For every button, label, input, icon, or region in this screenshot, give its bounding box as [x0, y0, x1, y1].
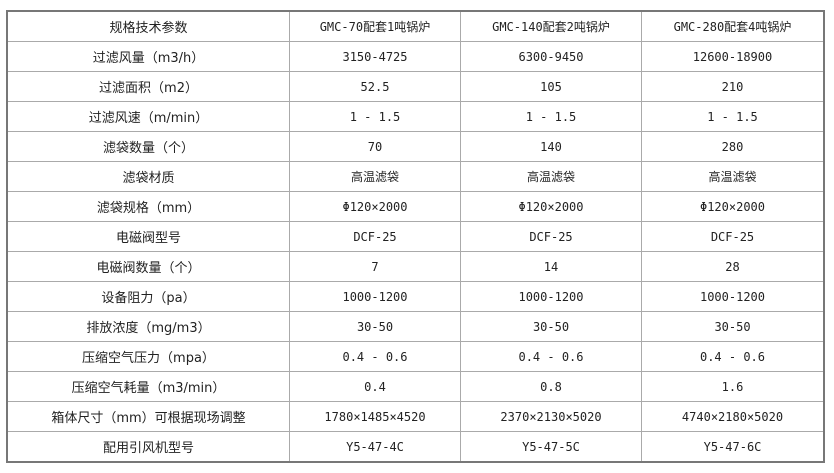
parameter-value: 1 - 1.5	[460, 101, 642, 132]
parameter-value: Φ120×2000	[289, 191, 461, 222]
parameter-value: 6300-9450	[460, 41, 642, 72]
parameter-value: 3150-4725	[289, 41, 461, 72]
parameter-value: 1 - 1.5	[289, 101, 461, 132]
parameter-value: Φ120×2000	[460, 191, 642, 222]
parameter-value: 1 - 1.5	[641, 101, 825, 132]
table-row: 配用引风机型号 Y5-47-4C Y5-47-5C Y5-47-6C	[6, 431, 825, 463]
header-cell: 规格技术参数	[6, 10, 290, 42]
table-row: 压缩空气压力（mpa） 0.4 - 0.6 0.4 - 0.6 0.4 - 0.6	[6, 341, 825, 372]
table-row: 电磁阀数量（个） 7 14 28	[6, 251, 825, 282]
parameter-value: 30-50	[289, 311, 461, 342]
parameter-label: 电磁阀数量（个）	[6, 251, 290, 282]
parameter-label: 压缩空气耗量（m3/min）	[6, 371, 290, 402]
parameter-value: 140	[460, 131, 642, 162]
parameter-value: DCF-25	[460, 221, 642, 252]
table-row: 过滤面积（m2） 52.5 105 210	[6, 71, 825, 102]
parameter-value: 105	[460, 71, 642, 102]
parameter-value: Y5-47-4C	[289, 431, 461, 463]
parameter-value: 1.6	[641, 371, 825, 402]
parameter-value: 52.5	[289, 71, 461, 102]
parameter-value: 0.4 - 0.6	[641, 341, 825, 372]
parameter-value: 高温滤袋	[460, 161, 642, 192]
parameter-value: DCF-25	[641, 221, 825, 252]
parameter-value: 高温滤袋	[289, 161, 461, 192]
parameter-value: Φ120×2000	[641, 191, 825, 222]
table-row: 电磁阀型号 DCF-25 DCF-25 DCF-25	[6, 221, 825, 252]
parameter-label: 过滤风量（m3/h）	[6, 41, 290, 72]
table-row: 滤袋材质 高温滤袋 高温滤袋 高温滤袋	[6, 161, 825, 192]
table-row: 过滤风量（m3/h） 3150-4725 6300-9450 12600-18900	[6, 41, 825, 72]
parameter-value: 1780×1485×4520	[289, 401, 461, 432]
table-row: 压缩空气耗量（m3/min） 0.4 0.8 1.6	[6, 371, 825, 402]
table-row: 排放浓度（mg/m3） 30-50 30-50 30-50	[6, 311, 825, 342]
parameter-label: 排放浓度（mg/m3）	[6, 311, 290, 342]
parameter-value: 4740×2180×5020	[641, 401, 825, 432]
parameter-label: 电磁阀型号	[6, 221, 290, 252]
parameter-value: Y5-47-5C	[460, 431, 642, 463]
parameter-label: 配用引风机型号	[6, 431, 290, 463]
parameter-label: 过滤风速（m/min）	[6, 101, 290, 132]
parameter-value: 0.4 - 0.6	[289, 341, 461, 372]
parameter-value: 2370×2130×5020	[460, 401, 642, 432]
header-cell: GMC-280配套4吨锅炉	[641, 10, 825, 42]
spec-table-body: 规格技术参数 GMC-70配套1吨锅炉 GMC-140配套2吨锅炉 GMC-28…	[6, 10, 825, 463]
parameter-value: 7	[289, 251, 461, 282]
parameter-label: 滤袋数量（个）	[6, 131, 290, 162]
parameter-value: 280	[641, 131, 825, 162]
parameter-value: 30-50	[460, 311, 642, 342]
parameter-value: 高温滤袋	[641, 161, 825, 192]
parameter-label: 滤袋规格（mm）	[6, 191, 290, 222]
parameter-value: 0.4 - 0.6	[460, 341, 642, 372]
parameter-label: 设备阻力（pa）	[6, 281, 290, 312]
parameter-label: 过滤面积（m2）	[6, 71, 290, 102]
table-row: 设备阻力（pa） 1000-1200 1000-1200 1000-1200	[6, 281, 825, 312]
parameter-value: 30-50	[641, 311, 825, 342]
parameter-value: 12600-18900	[641, 41, 825, 72]
table-row: 滤袋数量（个） 70 140 280	[6, 131, 825, 162]
parameter-label: 压缩空气压力（mpa）	[6, 341, 290, 372]
parameter-value: 0.8	[460, 371, 642, 402]
parameter-value: 14	[460, 251, 642, 282]
header-row: 规格技术参数 GMC-70配套1吨锅炉 GMC-140配套2吨锅炉 GMC-28…	[6, 10, 825, 42]
table-row: 箱体尺寸（mm）可根据现场调整 1780×1485×4520 2370×2130×5…	[6, 401, 825, 432]
parameter-label: 滤袋材质	[6, 161, 290, 192]
parameter-value: 210	[641, 71, 825, 102]
parameter-value: Y5-47-6C	[641, 431, 825, 463]
parameter-value: 70	[289, 131, 461, 162]
parameter-value: 0.4	[289, 371, 461, 402]
parameter-value: 1000-1200	[460, 281, 642, 312]
parameter-value: 1000-1200	[641, 281, 825, 312]
parameter-value: 28	[641, 251, 825, 282]
parameter-value: 1000-1200	[289, 281, 461, 312]
parameter-label: 箱体尺寸（mm）可根据现场调整	[6, 401, 290, 432]
header-cell: GMC-140配套2吨锅炉	[460, 10, 642, 42]
header-cell: GMC-70配套1吨锅炉	[289, 10, 461, 42]
table-row: 过滤风速（m/min） 1 - 1.5 1 - 1.5 1 - 1.5	[6, 101, 825, 132]
table-row: 滤袋规格（mm） Φ120×2000 Φ120×2000 Φ120×2000	[6, 191, 825, 222]
spec-table: 规格技术参数 GMC-70配套1吨锅炉 GMC-140配套2吨锅炉 GMC-28…	[6, 10, 825, 463]
parameter-value: DCF-25	[289, 221, 461, 252]
